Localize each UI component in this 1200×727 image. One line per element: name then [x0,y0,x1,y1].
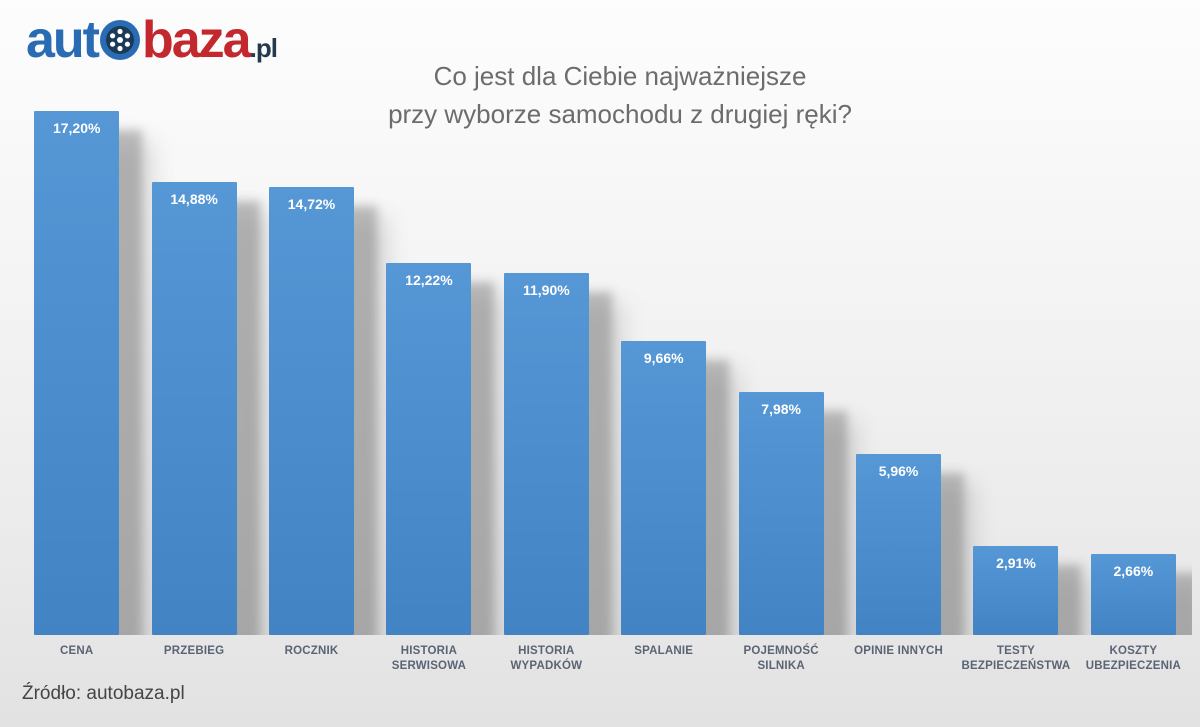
bar-value-label: 2,66% [1113,563,1154,579]
category-label: TESTY BEZPIECZEŃSTWA [961,645,1071,672]
bar-value-label: 2,91% [996,555,1036,571]
wheel-icon [100,20,140,60]
bar-value-label: 14,72% [287,196,336,212]
category-label: OPINIE INNYCH [854,645,943,657]
category-axis: CENA PRZEBIEG ROCZNIK HISTORIA SERWISOWA HIS… [18,644,1192,674]
bar-column: 7,98% [722,100,839,635]
bar: 14,72% [269,187,355,635]
bar: 9,66% [621,341,707,635]
autobaza-logo: aut baza .pl [26,11,278,69]
bar-column: 9,66% [605,100,722,635]
category-label: POJEMNOŚĆ SILNIKA [743,645,819,672]
category-label: PRZEBIEG [163,645,225,657]
chart-title-line1: Co jest dla Ciebie najważniejsze [433,61,807,91]
bar-value-label: 11,90% [522,282,570,298]
bar-column: 12,22% [370,100,487,635]
logo-text-baza: baza [142,11,252,69]
bar: 2,66% [1090,554,1176,635]
bar: 17,20% [34,111,120,635]
category-label: CENA [60,645,94,657]
category-label: KOSZTY UBEZPIECZENIA [1085,645,1181,672]
bar-column: 17,20% [18,100,135,635]
bar-value-label: 5,96% [878,463,919,479]
bar: 12,22% [386,263,472,635]
logo-text-aut: aut [26,11,100,69]
bar: 2,91% [973,546,1059,635]
bar-column: 5,96% [840,100,957,635]
category-label: HISTORIA SERWISOWA [391,645,467,672]
logo-text-pl: .pl [249,33,278,63]
bar-value-label: 7,98% [761,401,801,417]
bar: 7,98% [738,392,824,635]
category-label: ROCZNIK [284,645,339,657]
chart-title: Co jest dla Ciebie najważniejsze przy wy… [320,57,920,133]
bar: 11,90% [503,273,589,635]
category-label: SPALANIE [634,645,694,657]
bar-value-label: 14,88% [170,191,218,207]
bar-value-label: 17,20% [52,120,101,136]
source-credit: Źródło: autobaza.pl [22,683,185,704]
bar-column: 2,91% [957,100,1074,635]
bar-value-label: 9,66% [643,350,684,366]
bar: 14,88% [151,182,237,635]
chart-title-line2: przy wyborze samochodu z drugiej ręki? [388,99,852,129]
bar-column: 14,88% [135,100,252,635]
category-label: HISTORIA WYPADKÓW [510,645,583,672]
bar-column: 14,72% [253,100,370,635]
bar-chart-plot-area: 17,20% 14,88% 14,72% 12,22% 11,90% 9,66% 7,98%… [18,100,1192,635]
bar-column: 11,90% [488,100,605,635]
bar-value-label: 12,22% [405,272,453,288]
bar: 5,96% [856,454,942,635]
bar-column: 2,66% [1075,100,1192,635]
